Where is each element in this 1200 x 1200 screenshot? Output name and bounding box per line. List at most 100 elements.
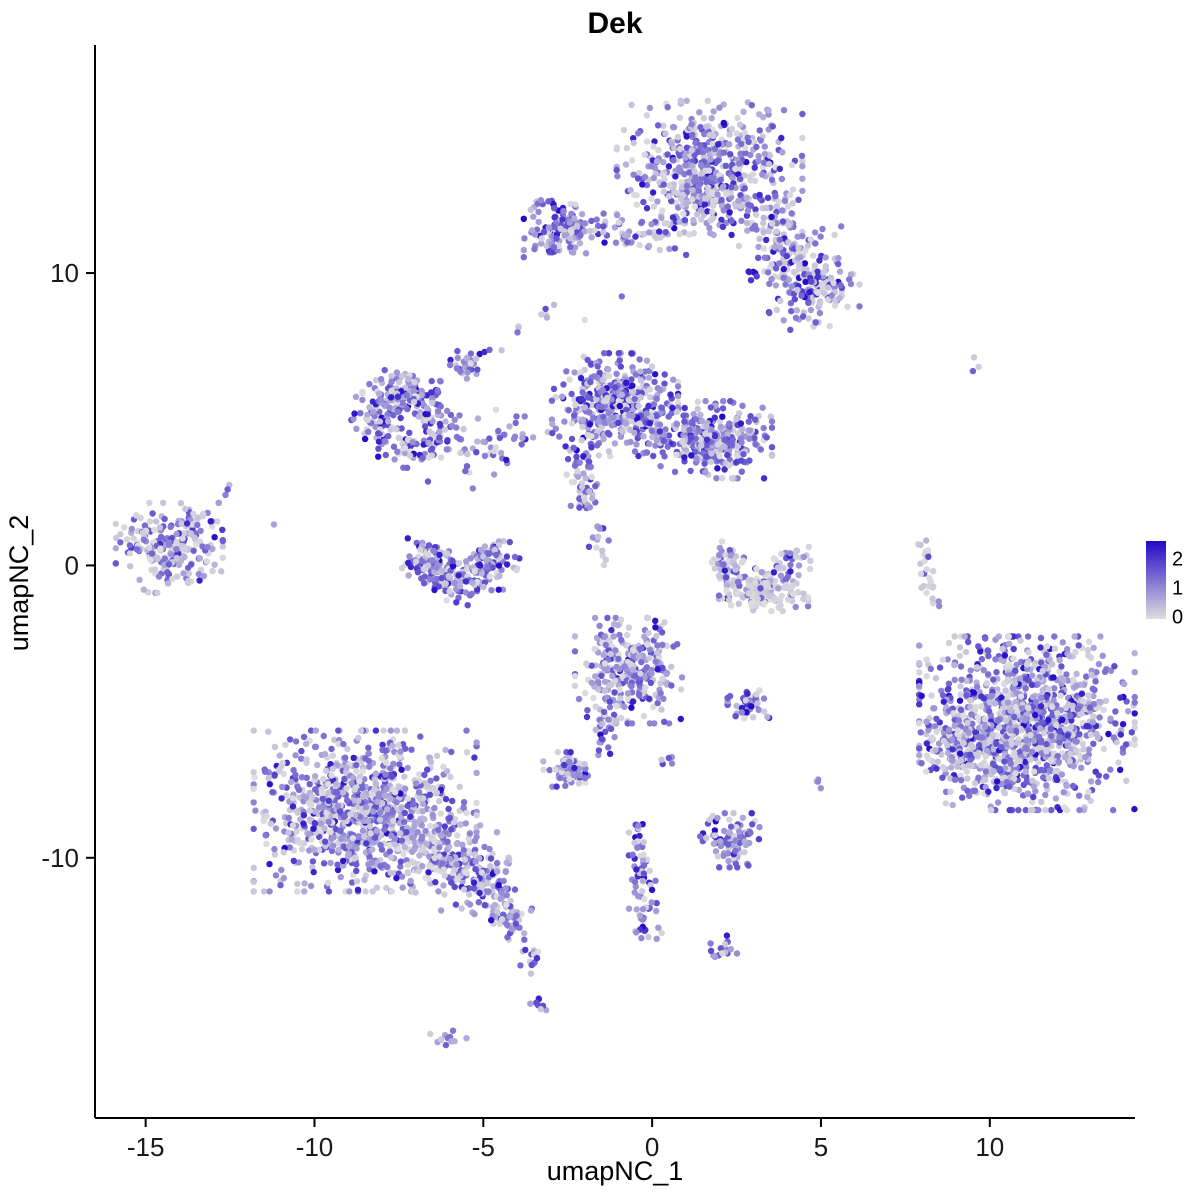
cell-point: [660, 437, 667, 445]
cell-point: [568, 229, 575, 236]
cell-point: [917, 729, 924, 736]
cell-point: [443, 446, 450, 453]
cell-point: [1037, 644, 1044, 651]
cell-point: [1056, 656, 1063, 664]
cell-point: [694, 405, 701, 413]
cell-point: [616, 402, 623, 410]
cell-point: [1045, 775, 1053, 782]
cell-point: [631, 448, 639, 455]
cell-point: [697, 207, 705, 214]
cell-point: [1010, 645, 1017, 653]
cell-point: [250, 727, 257, 734]
cell-point: [728, 475, 736, 482]
cell-point: [806, 565, 814, 572]
cell-point: [428, 377, 435, 385]
cell-point: [738, 217, 745, 224]
cell-point: [540, 228, 548, 236]
cell-point: [760, 219, 767, 227]
cell-point: [665, 413, 672, 420]
cell-point: [768, 607, 775, 615]
cell-point: [490, 471, 498, 478]
cell-point: [777, 572, 785, 579]
cell-point: [599, 387, 606, 394]
cell-point: [1131, 669, 1138, 676]
cell-point: [812, 319, 819, 326]
cell-point: [830, 279, 837, 286]
cell-point: [754, 595, 761, 602]
cell-point: [627, 417, 635, 425]
cell-point: [785, 276, 792, 283]
cell-point: [263, 840, 270, 847]
cell-point: [576, 240, 584, 247]
cell-point: [139, 529, 146, 536]
cell-point: [602, 641, 609, 649]
cell-point: [991, 700, 999, 707]
cell-point: [1053, 721, 1060, 728]
cell-point: [1131, 741, 1138, 749]
cell-point: [435, 583, 442, 590]
cell-point: [588, 433, 595, 440]
cell-point: [656, 246, 663, 254]
cell-point: [673, 451, 680, 458]
cell-point: [613, 370, 620, 377]
cell-point: [676, 145, 684, 153]
cell-point: [649, 433, 656, 441]
cell-point: [591, 227, 598, 234]
cell-point: [460, 425, 467, 433]
cell-point: [1042, 806, 1049, 814]
cell-point: [606, 703, 614, 711]
cell-point: [741, 185, 748, 192]
cell-point: [949, 801, 956, 809]
cell-point: [708, 189, 715, 196]
cell-point: [156, 524, 164, 531]
cell-point: [613, 146, 620, 153]
cell-point: [404, 535, 411, 542]
cell-point: [654, 198, 661, 205]
cell-point: [588, 679, 595, 686]
cell-point: [738, 709, 745, 716]
cell-point: [153, 518, 160, 525]
cell-point: [947, 788, 954, 795]
cell-point: [611, 440, 619, 447]
cell-point: [359, 388, 366, 396]
cell-point: [590, 694, 597, 702]
cell-point: [989, 760, 997, 767]
cell-point: [725, 141, 733, 148]
cell-point: [628, 720, 636, 727]
cell-point: [635, 402, 642, 410]
cell-point: [768, 261, 775, 268]
cell-point: [600, 350, 608, 357]
cell-point: [578, 395, 585, 403]
cell-point: [605, 350, 613, 357]
cell-point: [219, 526, 226, 533]
cell-point: [969, 743, 977, 751]
cell-point: [794, 286, 801, 294]
cell-point: [622, 161, 630, 168]
cell-point: [640, 433, 647, 440]
cell-point: [369, 408, 377, 416]
cell-point: [272, 872, 280, 879]
cell-point: [688, 419, 696, 426]
cell-point: [1017, 693, 1025, 700]
cell-point: [720, 207, 727, 214]
cell-point: [474, 438, 481, 445]
cell-point: [1070, 763, 1077, 770]
cell-point: [587, 463, 594, 471]
cell-point: [796, 260, 803, 268]
cell-point: [652, 658, 659, 665]
cell-point: [669, 214, 677, 221]
cell-point: [549, 420, 556, 428]
cell-point: [420, 580, 428, 587]
cell-point: [724, 203, 731, 210]
cell-point: [703, 123, 710, 130]
cell-point: [1056, 734, 1063, 741]
cell-point: [683, 182, 691, 190]
cell-point: [764, 713, 771, 720]
cell-point: [1002, 687, 1009, 694]
cell-point: [918, 760, 925, 767]
cell-point: [533, 226, 541, 233]
cell-point: [634, 414, 641, 422]
cell-point: [693, 455, 700, 462]
cell-point: [573, 453, 580, 460]
cell-point: [584, 356, 591, 364]
